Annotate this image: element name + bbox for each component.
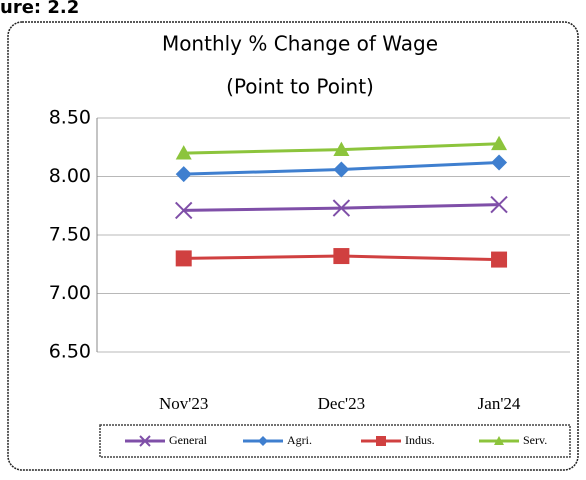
marker: [333, 248, 350, 265]
chart-title: Monthly % Change of Wage: [162, 32, 438, 56]
legend-label: Agri.: [287, 433, 312, 447]
marker: [491, 154, 508, 171]
y-tick-label: 7.50: [49, 224, 91, 246]
marker: [175, 201, 193, 220]
marker: [139, 435, 151, 447]
marker: [175, 166, 192, 183]
marker: [333, 141, 350, 156]
marker: [175, 145, 192, 160]
legend-label: General: [169, 433, 208, 447]
x-tick-label: Dec'23: [318, 394, 365, 413]
legend-label: Indus.: [405, 433, 435, 447]
marker: [494, 436, 504, 445]
marker: [258, 436, 268, 446]
marker: [491, 135, 508, 151]
legend-label: Serv.: [523, 433, 547, 447]
marker: [376, 436, 386, 446]
x-tick-label: Jan'24: [478, 394, 521, 413]
y-tick-label: 7.00: [49, 282, 91, 304]
x-tick-label: Nov'23: [159, 394, 208, 413]
caption: ure: 2.2: [0, 0, 79, 18]
marker: [332, 199, 351, 217]
y-tick-label: 8.50: [49, 107, 91, 129]
marker: [175, 250, 192, 267]
marker: [333, 161, 350, 178]
y-tick-label: 6.50: [49, 341, 91, 363]
y-tick-label: 8.00: [49, 165, 91, 187]
frame: [7, 21, 579, 471]
chart-subtitle: (Point to Point): [226, 75, 374, 99]
marker: [490, 195, 508, 214]
legend-box: [99, 424, 571, 458]
marker: [491, 251, 508, 268]
